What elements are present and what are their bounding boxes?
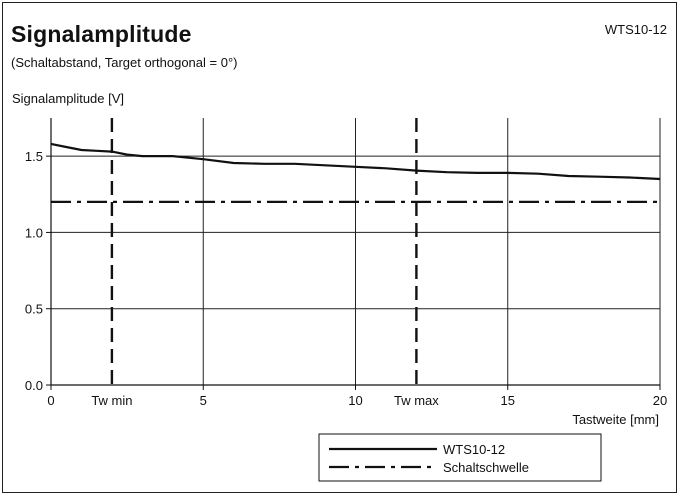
x-tick-label: 10	[348, 393, 362, 408]
legend-box	[318, 433, 602, 482]
chart-frame	[2, 2, 677, 493]
x-tick-label: 0	[47, 393, 54, 408]
y-tick-label: 0.5	[25, 302, 43, 317]
x-tick-label: 20	[653, 393, 667, 408]
chart-subtitle: (Schaltabstand, Target orthogonal = 0°)	[11, 55, 238, 70]
y-tick-label: 0.0	[25, 378, 43, 393]
legend-label: WTS10-12	[443, 442, 505, 457]
legend-label: Schaltschwelle	[443, 460, 529, 475]
y-axis-label: Signalamplitude [V]	[12, 91, 124, 106]
x-axis-label: Tastweite [mm]	[572, 412, 659, 427]
model-tag: WTS10-12	[604, 22, 667, 37]
marker-label-tw-max: Tw max	[394, 393, 439, 408]
series-line-wts10-12	[50, 142, 661, 181]
marker-label-tw-min: Tw min	[91, 393, 132, 408]
y-tick-label: 1.5	[25, 149, 43, 164]
x-tick-label: 5	[200, 393, 207, 408]
y-tick-label: 1.0	[25, 225, 43, 240]
x-tick-label: 15	[501, 393, 515, 408]
chart-title: Signalamplitude	[11, 21, 192, 47]
